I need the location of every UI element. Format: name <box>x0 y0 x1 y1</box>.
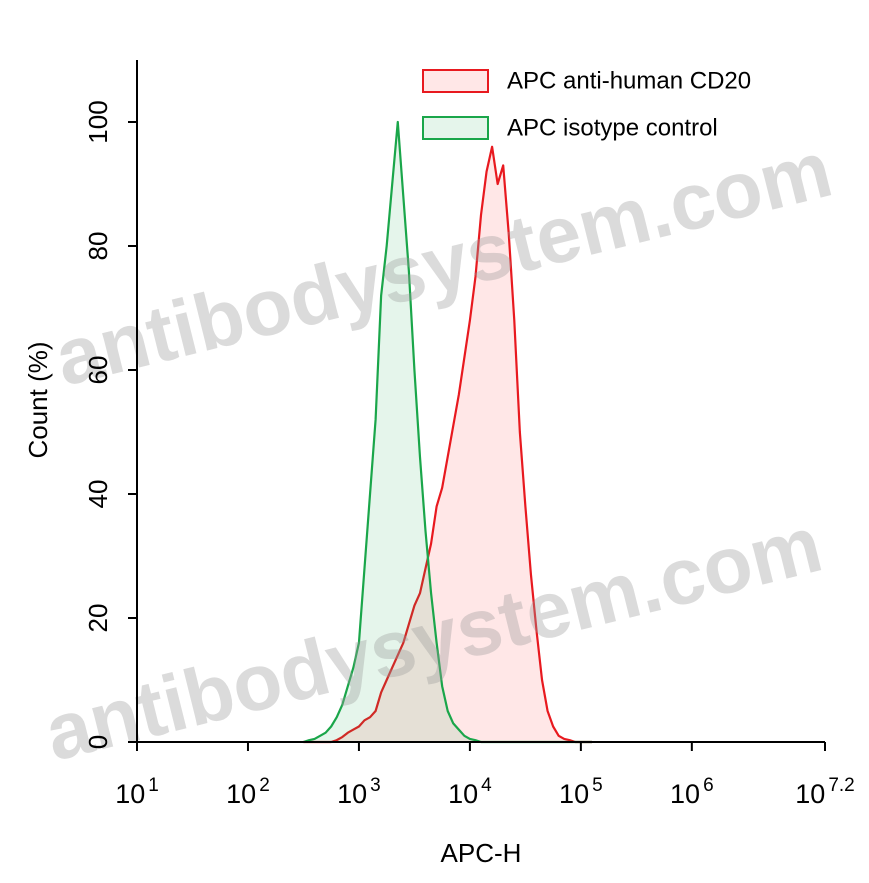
x-axis-label: APC-H <box>441 838 522 868</box>
x-tick-label: 10 2 <box>226 775 270 809</box>
tick-base: 10 <box>448 779 478 809</box>
x-tick-label: 10 4 <box>448 775 492 809</box>
legend-label: APC anti-human CD20 <box>507 67 751 94</box>
tick-base: 10 <box>115 779 145 809</box>
tick-base: 10 <box>670 779 700 809</box>
tick-exponent: 4 <box>481 775 492 796</box>
tick-exponent: 3 <box>370 775 381 796</box>
y-tick-label: 60 <box>83 356 113 385</box>
y-tick-label: 40 <box>83 480 113 509</box>
x-tick-label: 10 7.2 <box>795 775 854 809</box>
area-fill <box>303 146 592 743</box>
area-fill <box>303 122 592 742</box>
x-tick-label: 10 5 <box>559 775 603 809</box>
histogram-line <box>303 145 592 744</box>
tick-exponent: 1 <box>148 775 159 796</box>
legend-label: APC isotype control <box>507 114 718 141</box>
legend-swatch <box>422 116 489 140</box>
watermark: antibodysystem.com <box>47 124 841 403</box>
y-tick-label: 20 <box>83 604 113 633</box>
tick-exponent: 6 <box>703 775 714 796</box>
tick-base: 10 <box>226 779 256 809</box>
tick-exponent: 5 <box>592 775 603 796</box>
legend-swatch <box>422 69 489 93</box>
tick-base: 10 <box>559 779 589 809</box>
tick-base: 10 <box>337 779 367 809</box>
tick-exponent: 2 <box>259 775 270 796</box>
x-tick-label: 10 1 <box>115 775 159 809</box>
y-tick-label: 80 <box>83 232 113 261</box>
x-tick-label: 10 6 <box>670 775 714 809</box>
tick-exponent: 7.2 <box>828 775 854 796</box>
x-tick-label: 10 3 <box>337 775 381 809</box>
tick-base: 10 <box>795 779 825 809</box>
y-tick-label: 100 <box>83 100 113 143</box>
y-tick-label: 0 <box>83 735 113 749</box>
y-axis-label: Count (%) <box>23 341 53 458</box>
